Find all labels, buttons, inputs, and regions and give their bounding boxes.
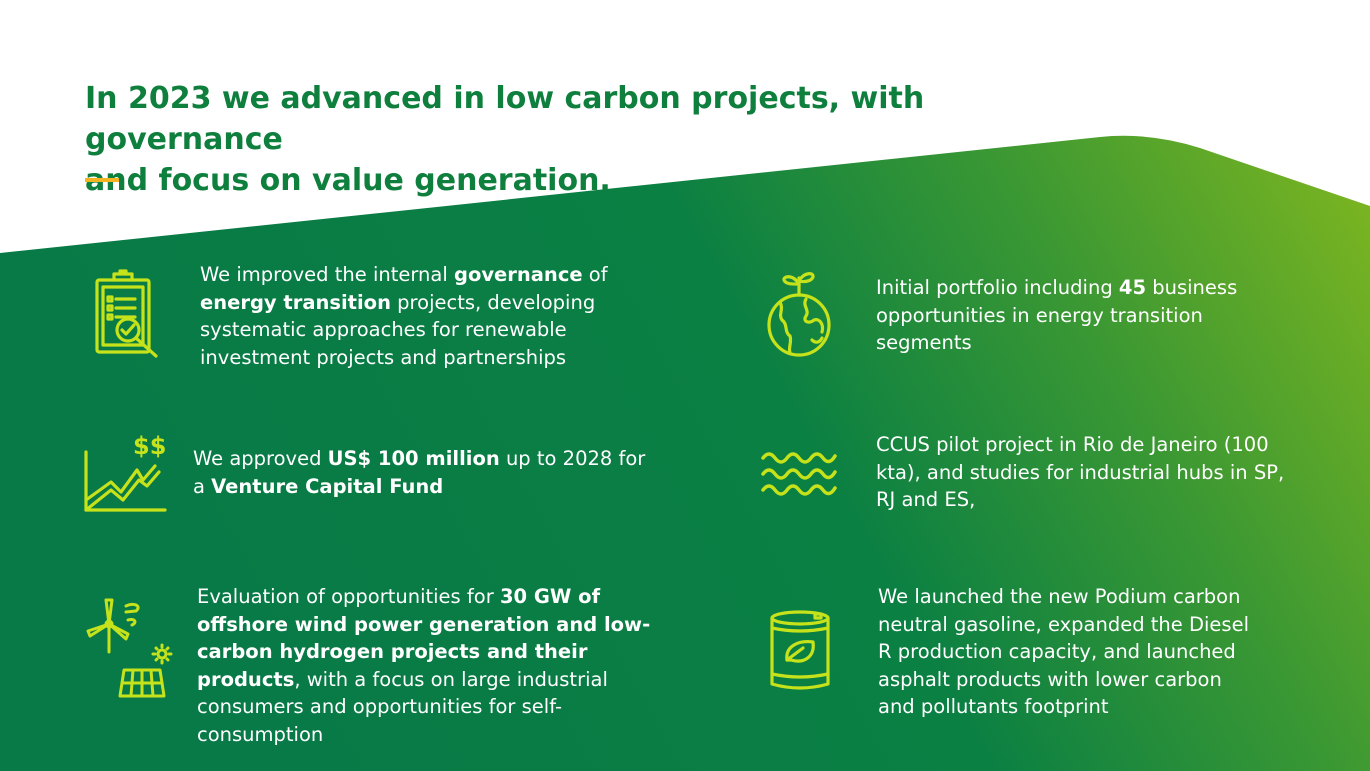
bold-text-segment: 45 [1118, 276, 1147, 299]
bold-text-segment: governance [453, 263, 583, 286]
waves-icon [760, 450, 838, 498]
bold-text-segment: 30 GW of offshore wind power generation … [197, 585, 651, 691]
title-line-1: In 2023 we advanced in low carbon projec… [85, 81, 925, 157]
title-line-2: and focus on value generation. [85, 163, 611, 198]
item-venture-text: We approved US$ 100 million up to 2028 f… [193, 445, 663, 500]
text-segment: , with a focus on large industrial consu… [197, 667, 608, 746]
wind-solar-icon [86, 596, 178, 700]
item-portfolio-text: Initial portfolio including 45 business … [876, 274, 1266, 357]
text-segment: We launched the new Podium carbon neutra… [878, 585, 1249, 718]
item-offshore-wind-text: Evaluation of opportunities for 30 GW of… [197, 583, 667, 748]
text-segment: projects, developing systematic approach… [200, 290, 596, 369]
growth-chart-dollar-icon: $$ [83, 430, 171, 514]
bold-text-segment: US$ 100 million [327, 447, 500, 470]
text-segment: up to 2028 for a [193, 447, 646, 498]
text-segment: Initial portfolio including [876, 276, 1119, 299]
fuel-barrel-leaf-icon [769, 610, 831, 692]
bold-text-segment: Venture Capital Fund [211, 474, 444, 498]
page-title: In 2023 we advanced in low carbon projec… [85, 78, 1045, 201]
item-podium-gasoline-text: We launched the new Podium carbon neutra… [878, 583, 1263, 721]
clipboard-checklist-icon [90, 269, 160, 360]
text-segment: We approved [193, 447, 328, 470]
text-segment: We improved the internal [200, 263, 454, 286]
text-segment: business opportunities in energy transit… [876, 276, 1238, 354]
text-segment: of [582, 263, 608, 286]
text-segment: Evaluation of opportunities for [197, 585, 500, 608]
svg-text:$$: $$ [133, 432, 166, 460]
item-governance-text: We improved the internal governance of e… [200, 261, 620, 371]
text-segment: CCUS pilot project in Rio de Janeiro (10… [876, 433, 1285, 511]
item-ccus-text: CCUS pilot project in Rio de Janeiro (10… [876, 431, 1296, 514]
bold-text-segment: energy transition [200, 290, 391, 314]
globe-sprout-icon [766, 270, 832, 360]
title-accent-bar [85, 178, 119, 182]
